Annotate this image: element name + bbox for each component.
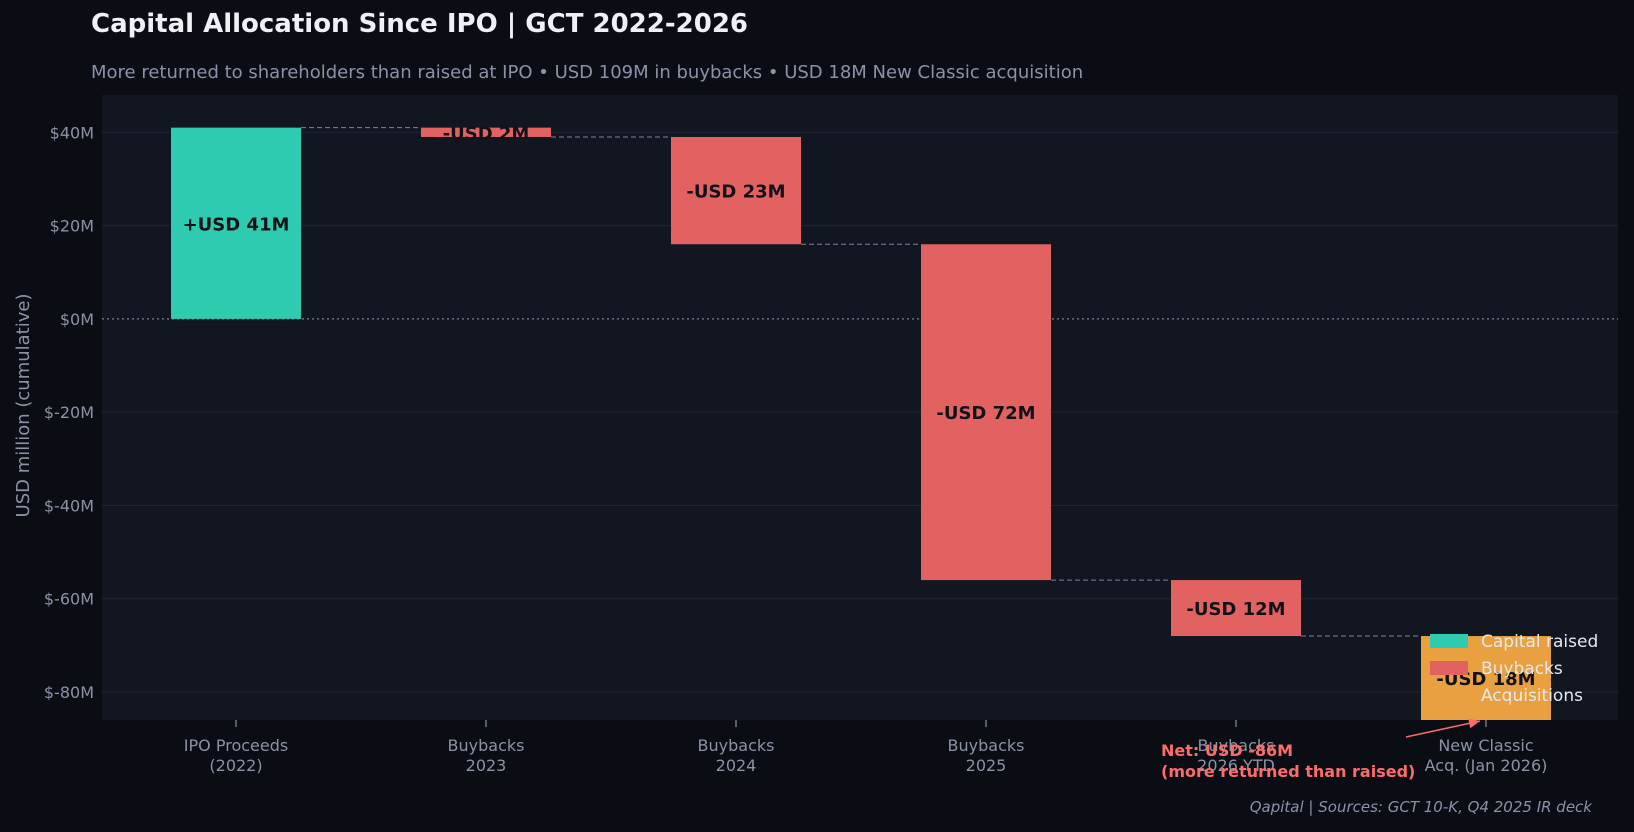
waterfall-bar bbox=[671, 136, 801, 245]
legend-label: Buybacks bbox=[1481, 659, 1563, 679]
x-tick-label-line: Buybacks bbox=[698, 736, 775, 755]
x-tick-label-line: 2023 bbox=[466, 756, 507, 775]
y-tick-label: $-40M bbox=[44, 496, 94, 515]
y-axis-label: USD million (cumulative) bbox=[13, 294, 34, 518]
x-tick-label: Buybacks 2026 YTD bbox=[1197, 736, 1275, 775]
x-tick-label-line: (2022) bbox=[209, 756, 262, 775]
bar-value-label: -USD 12M bbox=[1186, 599, 1285, 620]
bar-value-label: -USD 23M bbox=[686, 182, 785, 203]
x-tick-label-line: 2026 YTD bbox=[1197, 756, 1275, 775]
y-tick-label: $-80M bbox=[44, 683, 94, 702]
waterfall-bar bbox=[1171, 580, 1301, 637]
x-tick-label-line: Buybacks bbox=[1198, 736, 1275, 755]
chart-title: Capital Allocation Since IPO | GCT 2022-… bbox=[91, 9, 749, 39]
y-tick-label: $20M bbox=[50, 217, 94, 236]
y-tick-label: $-20M bbox=[44, 403, 94, 422]
x-tick-label-line: Buybacks bbox=[948, 736, 1025, 755]
x-tick-label-line: Buybacks bbox=[448, 736, 525, 755]
plot-area bbox=[102, 95, 1618, 720]
x-tick-label-line: 2024 bbox=[716, 756, 757, 775]
legend-swatch bbox=[1430, 634, 1468, 648]
legend-label: Acquisitions bbox=[1481, 686, 1583, 706]
net-annotation-line: (more returned than raised) bbox=[1161, 762, 1415, 781]
chart-subtitle: More returned to shareholders than raise… bbox=[91, 62, 1084, 83]
x-tick-label: IPO Proceeds (2022) bbox=[184, 736, 288, 775]
waterfall-bar bbox=[421, 127, 551, 137]
bar-value-label: -USD 72M bbox=[936, 403, 1035, 424]
source-footer: Qapital | Sources: GCT 10-K, Q4 2025 IR … bbox=[1249, 798, 1592, 816]
waterfall-bar bbox=[1421, 636, 1551, 720]
waterfall-bar bbox=[171, 127, 301, 319]
x-tick-label: Buybacks 2025 bbox=[948, 736, 1025, 775]
annotation-arrow-head bbox=[1468, 718, 1480, 729]
y-tick-label: $-60M bbox=[44, 590, 94, 609]
x-tick-label-line: Acq. (Jan 2026) bbox=[1425, 756, 1548, 775]
x-tick-label: Buybacks 2024 bbox=[698, 736, 775, 775]
x-tick-label-line: New Classic bbox=[1438, 736, 1533, 755]
legend-swatch bbox=[1430, 661, 1468, 675]
net-annotation: Net: USD -86M (more returned than raised) bbox=[1161, 741, 1415, 781]
x-tick-label-line: 2025 bbox=[966, 756, 1007, 775]
net-annotation-line: Net: USD -86M bbox=[1161, 741, 1293, 760]
y-tick-label: $40M bbox=[50, 123, 94, 142]
annotation-arrow-shaft bbox=[1405, 720, 1481, 738]
x-tick-label-line: IPO Proceeds bbox=[184, 736, 288, 755]
bar-value-label: +USD 41M bbox=[183, 214, 290, 235]
x-tick-label: Buybacks 2023 bbox=[448, 736, 525, 775]
legend-label: Capital raised bbox=[1481, 632, 1598, 652]
waterfall-bar bbox=[921, 244, 1051, 581]
bar-value-label: -USD 2M bbox=[443, 123, 530, 144]
x-tick-label: New Classic Acq. (Jan 2026) bbox=[1425, 736, 1548, 775]
legend-swatch bbox=[1430, 688, 1468, 702]
y-tick-label: $0M bbox=[60, 310, 94, 329]
